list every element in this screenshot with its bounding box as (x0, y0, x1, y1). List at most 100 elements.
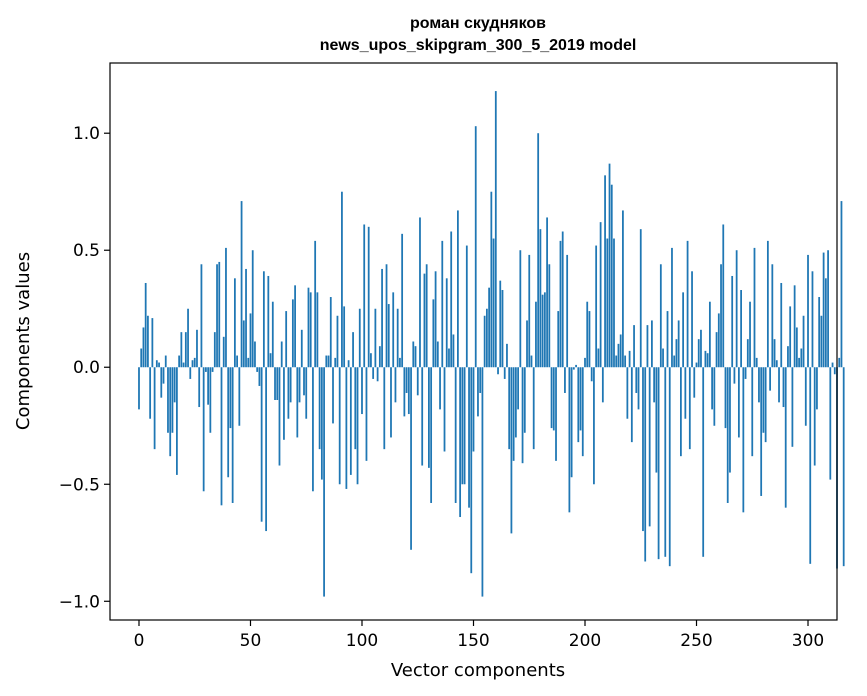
bar-112 (387, 304, 390, 368)
bar-248 (691, 271, 693, 368)
bar-67 (287, 367, 290, 419)
bar-80 (316, 292, 319, 368)
bar-79 (314, 240, 317, 368)
bar-0 (138, 367, 140, 410)
bar-259 (715, 332, 718, 368)
bar-305 (818, 297, 821, 368)
y-tick-label: −1.0 (59, 592, 100, 612)
bar-303 (813, 367, 816, 466)
bar-64 (280, 341, 283, 368)
bar-28 (200, 264, 203, 368)
bar-157 (488, 287, 490, 368)
bar-297 (800, 348, 803, 368)
bar-316 (842, 367, 845, 567)
bar-178 (535, 301, 537, 368)
bar-126 (419, 217, 421, 368)
bar-250 (695, 362, 698, 368)
bar-61 (274, 367, 276, 400)
bar-153 (479, 367, 482, 393)
bar-314 (838, 357, 841, 368)
bar-177 (532, 367, 535, 450)
bar-55 (260, 367, 263, 522)
bar-311 (831, 362, 834, 368)
bar-109 (381, 268, 383, 368)
bar-186 (552, 367, 555, 431)
bar-217 (622, 210, 624, 368)
bar-148 (468, 367, 470, 508)
bar-102 (365, 367, 368, 461)
bar-11 (162, 367, 165, 384)
x-tick-label: 50 (240, 631, 262, 651)
bar-27 (198, 367, 201, 408)
x-tick-label: 100 (346, 631, 378, 651)
bar-271 (742, 367, 745, 513)
bar-230 (651, 320, 653, 368)
bar-174 (526, 320, 528, 368)
bar-57 (265, 367, 267, 532)
bar-283 (769, 367, 771, 391)
bar-12 (164, 355, 167, 368)
y-axis-label: Components values (13, 252, 34, 430)
bar-288 (780, 282, 783, 368)
bar-124 (414, 346, 417, 368)
bar-151 (474, 126, 477, 368)
bar-216 (619, 334, 622, 368)
y-tick-label: 1.0 (73, 124, 100, 144)
bar-171 (519, 250, 522, 368)
bar-63 (278, 367, 281, 466)
bar-249 (693, 367, 696, 398)
x-tick-label: 250 (680, 631, 712, 651)
bar-289 (782, 367, 785, 408)
bar-274 (749, 301, 751, 368)
bar-103 (367, 226, 370, 368)
bar-296 (798, 357, 800, 368)
chart-title: роман скудняков (410, 15, 546, 32)
bar-62 (276, 367, 279, 400)
bar-196 (575, 364, 577, 368)
bar-200 (584, 357, 586, 368)
y-tick-label: −0.5 (59, 475, 100, 495)
bar-34 (213, 332, 216, 368)
bar-54 (258, 367, 261, 386)
bar-254 (704, 350, 707, 368)
bar-108 (378, 346, 381, 368)
bar-46 (240, 201, 243, 368)
bar-252 (700, 329, 702, 368)
bar-71 (296, 367, 299, 438)
bar-66 (285, 311, 288, 368)
bar-264 (726, 367, 729, 503)
bar-290 (784, 367, 787, 508)
bar-89 (336, 315, 339, 368)
chart-subtitle: news_upos_skipgram_300_5_2019 model (320, 37, 637, 54)
bar-292 (789, 306, 792, 368)
bar-220 (628, 350, 631, 368)
bar-205 (595, 245, 598, 368)
bar-114 (392, 292, 395, 368)
bar-218 (624, 355, 627, 368)
bar-158 (490, 191, 493, 368)
bar-95 (349, 367, 352, 475)
bar-31 (207, 367, 210, 405)
bar-266 (731, 275, 734, 368)
bar-302 (811, 271, 814, 368)
bar-69 (291, 299, 294, 368)
bar-247 (688, 367, 691, 450)
bar-308 (824, 278, 827, 368)
bar-307 (822, 252, 825, 368)
bar-170 (517, 367, 519, 410)
bar-227 (644, 367, 647, 562)
bar-306 (820, 315, 823, 368)
bar-140 (450, 231, 453, 368)
bar-135 (439, 367, 441, 410)
bar-280 (762, 367, 765, 433)
bar-312 (833, 367, 836, 375)
bar-233 (657, 367, 660, 560)
bar-40 (227, 367, 230, 478)
bar-59 (269, 353, 272, 368)
bar-221 (630, 367, 633, 443)
bar-211 (608, 163, 611, 368)
bar-22 (187, 308, 189, 368)
bar-189 (559, 240, 562, 368)
bar-84 (325, 355, 328, 368)
